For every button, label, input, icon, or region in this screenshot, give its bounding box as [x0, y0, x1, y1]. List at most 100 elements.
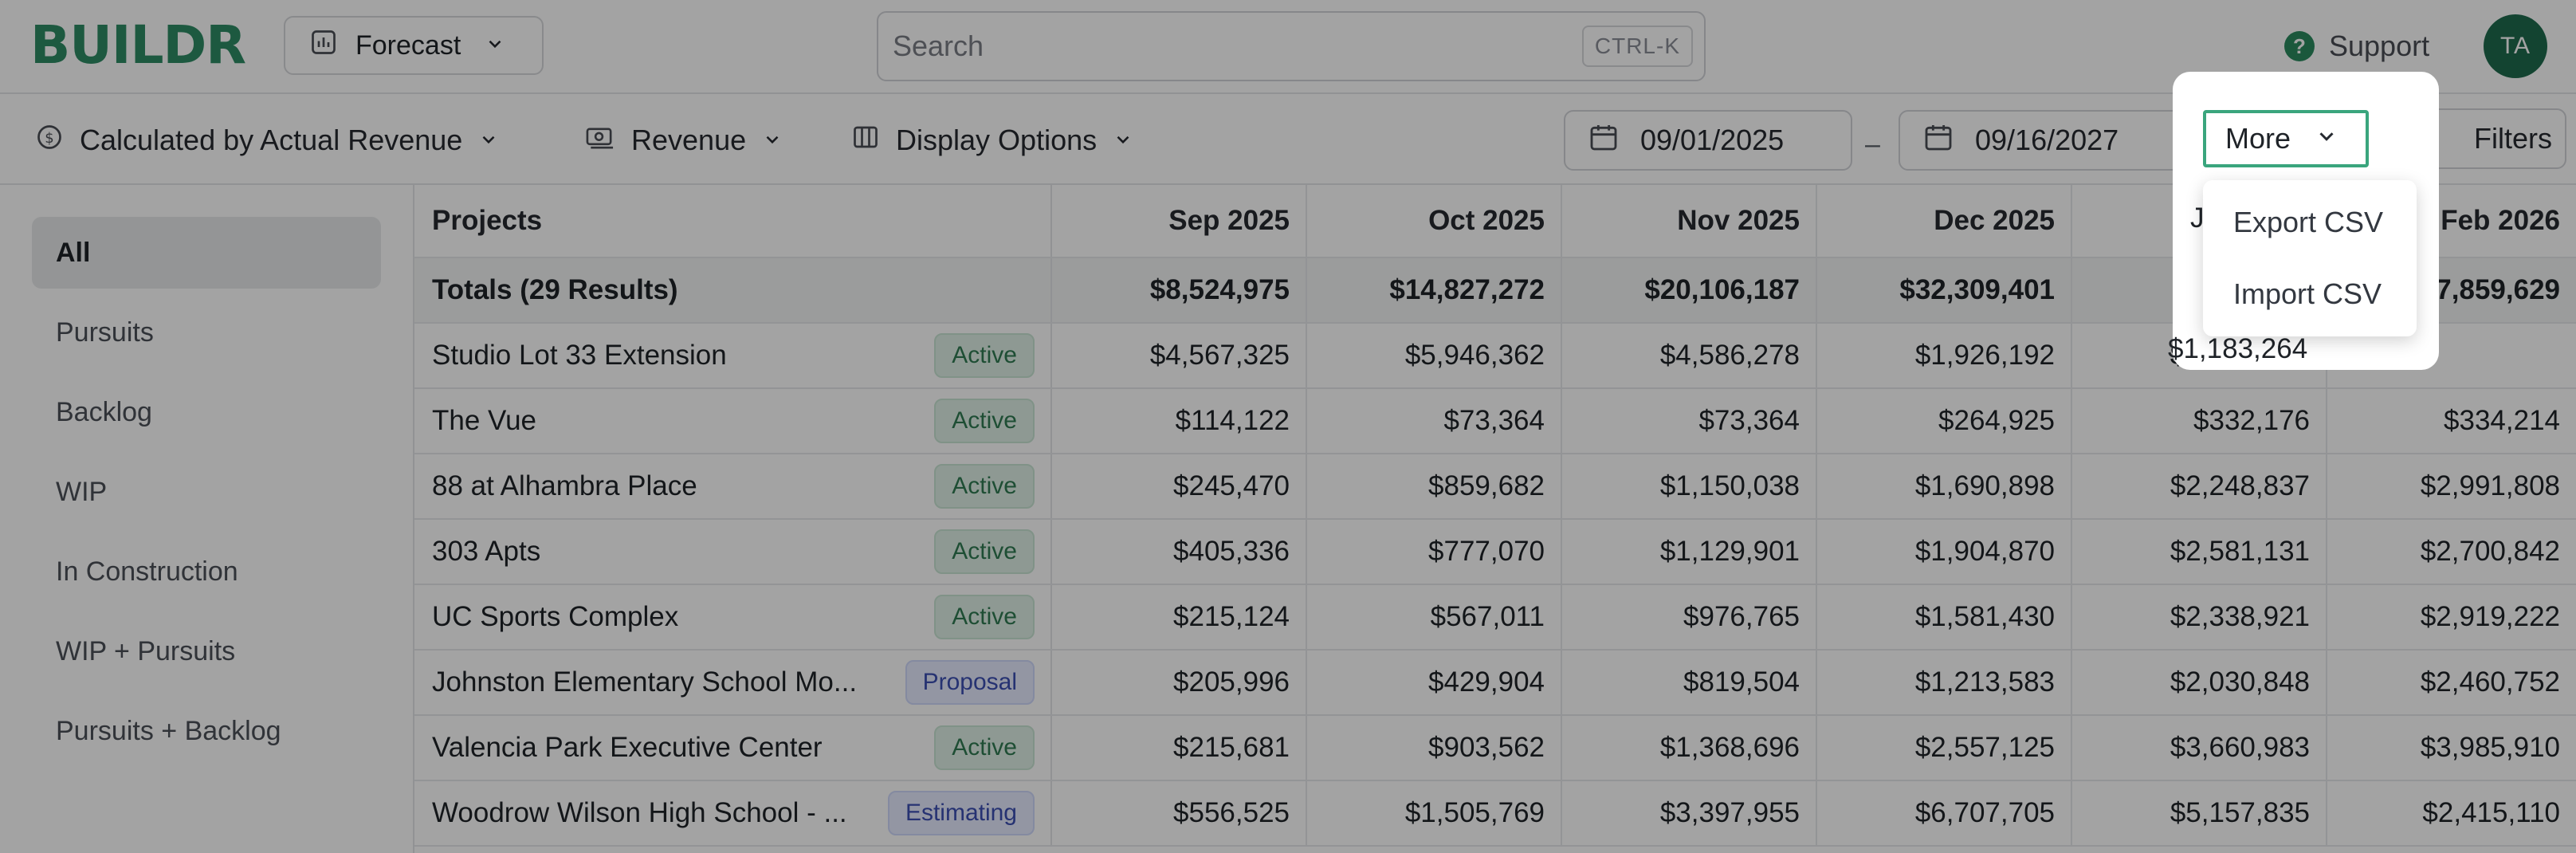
- value-cell: $5,946,362: [1307, 324, 1562, 387]
- sidebar-item-in-construction[interactable]: In Construction: [32, 536, 381, 607]
- project-cell[interactable]: UC Sports Complex Active: [414, 585, 1052, 649]
- support-label: Support: [2329, 29, 2430, 62]
- totals-cell: $8,524,975: [1052, 258, 1307, 322]
- status-badge: Active: [934, 399, 1035, 443]
- value-cell: $1,213,583: [1817, 651, 2072, 714]
- status-badge: Active: [934, 464, 1035, 509]
- display-options-dropdown[interactable]: Display Options: [851, 118, 1133, 163]
- table-row[interactable]: Woodrow Wilson High School - ... Estimati…: [414, 781, 2576, 847]
- menu-item-export-csv[interactable]: Export CSV: [2233, 206, 2384, 238]
- calendar-icon: [1922, 121, 1954, 160]
- project-cell[interactable]: Studio Lot 33 Extension Active: [414, 324, 1052, 387]
- table-row[interactable]: Valencia Park Executive Center Active $215…: [414, 716, 2576, 781]
- project-cell[interactable]: 88 at Alhambra Place Active: [414, 454, 1052, 518]
- table-row[interactable]: Studio Lot 33 Extension Active $4,567,325 $…: [414, 324, 2576, 389]
- status-badge: Active: [934, 333, 1035, 378]
- table-row[interactable]: Johnston Elementary School Mo... Proposal…: [414, 651, 2576, 716]
- value-cell: $215,681: [1052, 716, 1307, 780]
- search-input[interactable]: Search CTRL-K: [877, 11, 1706, 81]
- sidebar-item-label: Backlog: [56, 396, 152, 427]
- end-date-input[interactable]: 09/16/2027: [1899, 110, 2185, 171]
- project-cell[interactable]: 303 Apts Active: [414, 520, 1052, 584]
- column-header-month[interactable]: Feb 2026: [2327, 185, 2576, 257]
- value-cell: $2,248,837: [2072, 454, 2327, 518]
- status-badge: Active: [934, 595, 1035, 639]
- value-cell: $73,364: [1307, 389, 1562, 453]
- columns-icon: [851, 123, 880, 159]
- status-badge: Proposal: [905, 660, 1035, 705]
- display-options-label: Display Options: [896, 124, 1098, 156]
- menu-item-import-csv[interactable]: Import CSV: [2233, 277, 2382, 310]
- sidebar-item-all[interactable]: All: [32, 217, 381, 289]
- dollar-circle-icon: $: [35, 123, 64, 159]
- peek-month-header: J: [2190, 202, 2205, 234]
- project-cell[interactable]: Valencia Park Executive Center Active: [414, 716, 1052, 780]
- calculation-label: Calculated by Actual Revenue: [80, 124, 463, 156]
- logo[interactable]: BUILDR: [30, 14, 246, 76]
- sidebar-item-wip-pursuits[interactable]: WIP + Pursuits: [32, 615, 381, 687]
- value-cell: $429,904: [1307, 651, 1562, 714]
- search-placeholder: Search: [893, 29, 984, 62]
- view-selector[interactable]: Forecast: [284, 16, 544, 75]
- column-header-month[interactable]: Sep 2025: [1052, 185, 1307, 257]
- project-cell[interactable]: Johnston Elementary School Mo... Proposal: [414, 651, 1052, 714]
- value-cell: $1,505,769: [1307, 781, 1562, 845]
- table-row[interactable]: UC Sports Complex Active $215,124 $567,011 $…: [414, 585, 2576, 651]
- value-cell: $2,415,110: [2327, 781, 2576, 845]
- value-cell: $264,925: [1817, 389, 2072, 453]
- value-cell: $4,567,325: [1052, 324, 1307, 387]
- calculation-dropdown[interactable]: $ Calculated by Actual Revenue: [35, 118, 499, 163]
- chevron-down-icon: [762, 124, 783, 157]
- search-shortcut: CTRL-K: [1581, 26, 1693, 67]
- column-header-month[interactable]: Dec 2025: [1817, 185, 2072, 257]
- revenue-dropdown[interactable]: Revenue: [585, 118, 783, 163]
- project-cell[interactable]: The Vue Active: [414, 389, 1052, 453]
- column-header-projects[interactable]: Projects: [414, 185, 1052, 257]
- value-cell: $73,364: [1562, 389, 1817, 453]
- value-cell: $205,996: [1052, 651, 1307, 714]
- value-cell: $2,030,848: [2072, 651, 2327, 714]
- value-cell: $2,460,752: [2327, 651, 2576, 714]
- top-bar: BUILDR Forecast Search CTRL-K ? Support …: [0, 0, 2576, 92]
- value-cell: $2,991,808: [2327, 454, 2576, 518]
- sidebar-item-label: WIP: [56, 476, 108, 507]
- value-cell: $3,660,983: [2072, 716, 2327, 780]
- toolbar: $ Calculated by Actual Revenue Revenue: [0, 92, 2576, 185]
- value-cell: $859,682: [1307, 454, 1562, 518]
- project-cell[interactable]: Woodrow Wilson High School - ... Estimati…: [414, 781, 1052, 845]
- table-row[interactable]: 88 at Alhambra Place Active $245,470 $859,6…: [414, 454, 2576, 520]
- start-date-input[interactable]: 09/01/2025: [1564, 110, 1852, 171]
- sidebar-item-pursuits-backlog[interactable]: Pursuits + Backlog: [32, 695, 381, 767]
- value-cell: $976,765: [1562, 585, 1817, 649]
- avatar[interactable]: TA: [2484, 14, 2547, 78]
- end-date-value: 09/16/2027: [1975, 124, 2119, 156]
- revenue-label: Revenue: [631, 124, 747, 156]
- totals-cell: $32,309,401: [1817, 258, 2072, 322]
- sidebar: All Pursuits Backlog WIP In Construction…: [0, 185, 413, 853]
- value-cell: $1,926,192: [1817, 324, 2072, 387]
- totals-cell: $20,106,187: [1562, 258, 1817, 322]
- column-header-month[interactable]: Nov 2025: [1562, 185, 1817, 257]
- sidebar-item-backlog[interactable]: Backlog: [32, 376, 381, 448]
- peek-cell-value: $1,183,264: [2168, 333, 2308, 364]
- more-button[interactable]: More: [2203, 110, 2369, 167]
- column-header-month[interactable]: Oct 2025: [1307, 185, 1562, 257]
- value-cell: $1,150,038: [1562, 454, 1817, 518]
- calendar-icon: [1588, 121, 1620, 160]
- value-cell: $3,397,955: [1562, 781, 1817, 845]
- bar-chart-icon: [309, 28, 338, 64]
- support-link[interactable]: ? Support: [2284, 24, 2429, 69]
- value-cell: $1,904,870: [1817, 520, 2072, 584]
- status-badge: Active: [934, 725, 1035, 770]
- sidebar-item-pursuits[interactable]: Pursuits: [32, 297, 381, 368]
- value-cell: $405,336: [1052, 520, 1307, 584]
- value-cell: $5,157,835: [2072, 781, 2327, 845]
- table-row[interactable]: 303 Apts Active $405,336 $777,070 $1,129,901…: [414, 520, 2576, 585]
- value-cell: $3,985,910: [2327, 716, 2576, 780]
- table-row[interactable]: The Vue Active $114,122 $73,364 $73,364 $264,…: [414, 389, 2576, 454]
- value-cell: $114,122: [1052, 389, 1307, 453]
- value-cell: $332,176: [2072, 389, 2327, 453]
- sidebar-item-wip[interactable]: WIP: [32, 456, 381, 528]
